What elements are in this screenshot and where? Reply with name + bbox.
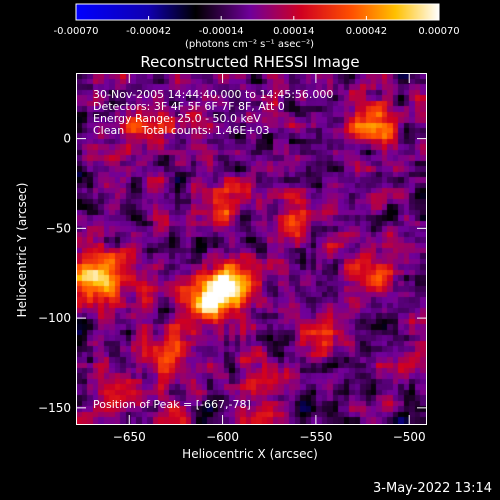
y-tick-label: −150 (38, 401, 71, 415)
x-tick-label: −650 (113, 430, 146, 444)
plot-frame (76, 73, 427, 425)
peak-position-label: Position of Peak = [-667,-78] (93, 398, 251, 411)
annotation-energy: Energy Range: 25.0 - 50.0 keV (93, 112, 261, 125)
colorbar-label: (photons cm⁻² s⁻¹ asec⁻²) (185, 39, 315, 50)
colorbar-gradient (75, 3, 440, 21)
footer-date: 3-May-2022 13:14 (373, 481, 492, 496)
y-tick-label: −100 (38, 311, 71, 325)
x-axis-ticks: −650 −600 −550 −500 (113, 74, 426, 444)
colorbar-tick-label: -0.00014 (199, 26, 244, 37)
colorbar: -0.00070 -0.00042 -0.00014 0.00014 0.00042 0.… (54, 3, 460, 37)
x-tick-label: −500 (393, 430, 426, 444)
colorbar-tick-label: 0.00014 (273, 26, 314, 37)
x-tick-label: −600 (206, 430, 239, 444)
x-axis-label: Heliocentric X (arcsec) (182, 447, 318, 461)
y-tick-label: 0 (63, 132, 71, 146)
colorbar-ticks: -0.00070 -0.00042 -0.00014 0.00014 0.00042 0.… (54, 16, 460, 37)
y-tick-label: −50 (46, 221, 71, 235)
colorbar-tick-label: -0.00042 (126, 26, 171, 37)
y-axis-ticks: 0 −50 −100 −150 (38, 132, 426, 415)
x-tick-label: −550 (299, 430, 332, 444)
annotation-counts: Clean Total counts: 1.46E+03 (93, 124, 270, 137)
colorbar-tick-label: 0.00070 (418, 26, 459, 37)
colorbar-tick-label: 0.00042 (346, 26, 387, 37)
colorbar-tick-label: -0.00070 (54, 26, 99, 37)
chart-title: Reconstructed RHESSI Image (140, 53, 360, 71)
y-axis-label: Heliocentric Y (arcsec) (15, 182, 29, 318)
annotation-detectors: Detectors: 3F 4F 5F 6F 7F 8F, Att 0 (93, 100, 285, 113)
heatmap-image (77, 74, 426, 424)
annotation-time: 30-Nov-2005 14:44:40.000 to 14:45:56.000 (93, 88, 334, 101)
